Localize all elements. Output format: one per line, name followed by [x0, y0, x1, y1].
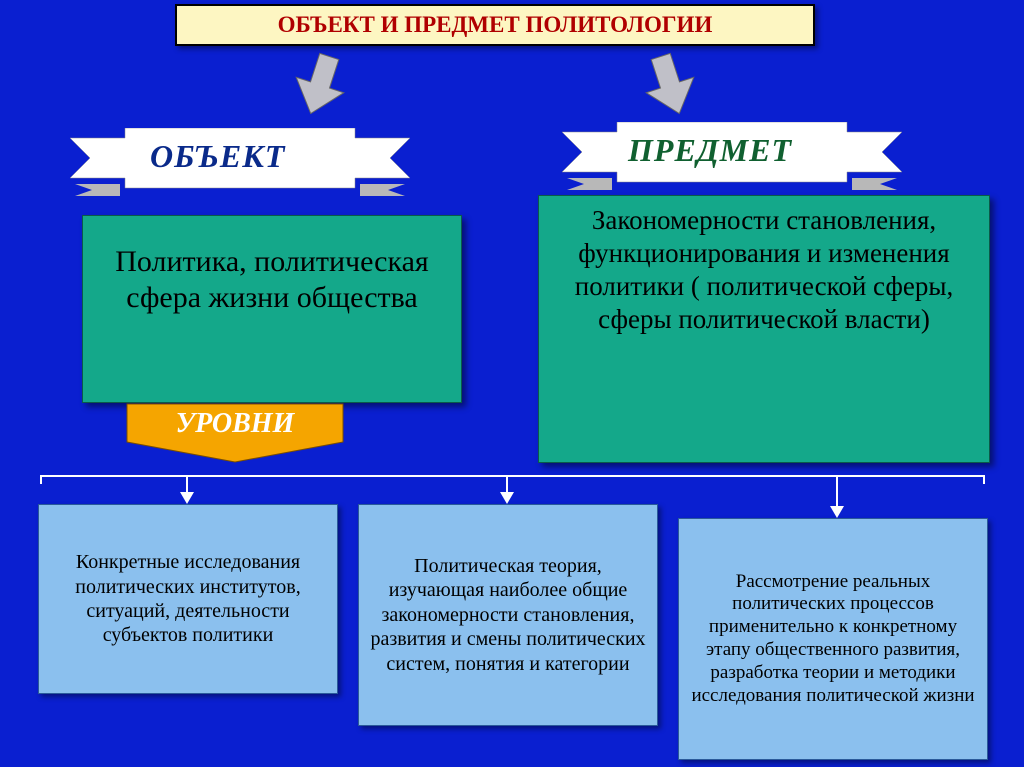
arrow-poly [640, 50, 700, 120]
subject-box-text: Закономерности становления, функциониров… [557, 204, 971, 336]
connector-arrow2-icon [500, 492, 514, 504]
connector-arrow3-icon [830, 506, 844, 518]
levels-label: УРОВНИ [160, 408, 310, 440]
main-title-text: ОБЪЕКТ И ПРЕДМЕТ ПОЛИТОЛОГИИ [278, 12, 713, 38]
main-title: ОБЪЕКТ И ПРЕДМЕТ ПОЛИТОЛОГИИ [175, 4, 815, 46]
connector-v0 [40, 475, 42, 484]
connector-v4 [983, 475, 985, 484]
arrow-to-subject-icon [640, 50, 700, 120]
connector-arrow1-icon [180, 492, 194, 504]
ribbon-tail-right [852, 178, 897, 190]
ribbon-tail-left [567, 178, 612, 190]
level-box-2-text: Политическая теория, изучающая наиболее … [367, 554, 649, 676]
object-label: ОБЪЕКТ [150, 138, 285, 175]
arrow-poly [290, 50, 350, 120]
object-box-text: Политика, политическая сфера жизни общес… [103, 244, 441, 316]
connector-v3 [836, 475, 838, 507]
subject-label: ПРЕДМЕТ [628, 132, 792, 169]
level-box-1-text: Конкретные исследования политических инс… [47, 550, 329, 648]
subject-box: Закономерности становления, функциониров… [538, 195, 990, 463]
level-box-3: Рассмотрение реальных политических проце… [678, 518, 988, 760]
connector-v2 [506, 475, 508, 493]
connector-v1 [186, 475, 188, 493]
object-box: Политика, политическая сфера жизни общес… [82, 215, 462, 403]
level-box-3-text: Рассмотрение реальных политических проце… [687, 571, 979, 708]
arrow-to-object-icon [290, 50, 350, 120]
ribbon-tail-right [360, 184, 405, 196]
ribbon-tail-left [75, 184, 120, 196]
level-box-1: Конкретные исследования политических инс… [38, 504, 338, 694]
level-box-2: Политическая теория, изучающая наиболее … [358, 504, 658, 726]
connector-hline [40, 475, 984, 477]
